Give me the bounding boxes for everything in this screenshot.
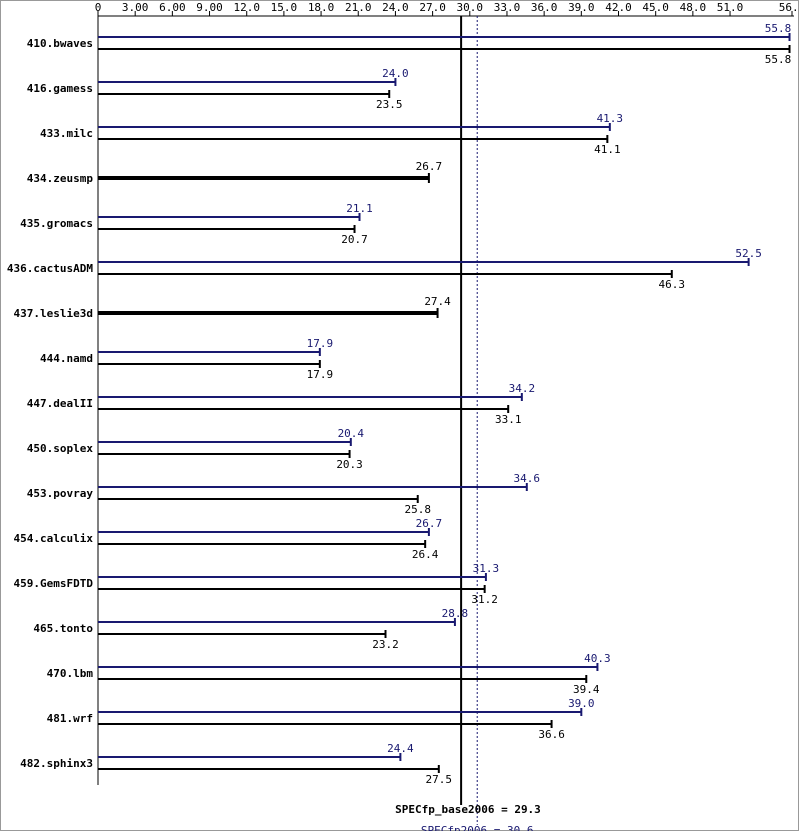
category-label: 453.povray — [27, 487, 94, 500]
peak-value-label: 24.4 — [387, 742, 414, 755]
base-value-label: 55.8 — [765, 53, 792, 66]
base-value-label: 27.4 — [424, 295, 451, 308]
peak-value-label: 34.6 — [514, 472, 541, 485]
category-label: 434.zeusmp — [27, 172, 94, 185]
x-tick-label: 24.0 — [382, 1, 409, 14]
category-label: 481.wrf — [47, 712, 93, 725]
category-label: 465.tonto — [33, 622, 93, 635]
peak-value-label: 24.0 — [382, 67, 409, 80]
peak-value-label: 39.0 — [568, 697, 595, 710]
base-value-label: 33.1 — [495, 413, 522, 426]
x-tick-label: 18.0 — [308, 1, 335, 14]
x-tick-label: 21.0 — [345, 1, 372, 14]
category-label: 435.gromacs — [20, 217, 93, 230]
base-value-label: 27.5 — [426, 773, 453, 786]
base-value-label: 25.8 — [404, 503, 431, 516]
peak-value-label: 55.8 — [765, 22, 792, 35]
x-tick-label: 33.0 — [494, 1, 521, 14]
x-tick-label: 0 — [95, 1, 102, 14]
category-label: 410.bwaves — [27, 37, 93, 50]
base-value-label: 20.7 — [341, 233, 368, 246]
x-tick-label: 3.00 — [122, 1, 149, 14]
x-tick-label: 45.0 — [642, 1, 669, 14]
peak-value-label: 28.8 — [442, 607, 469, 620]
base-value-label: 23.5 — [376, 98, 403, 111]
base-value-label: 26.7 — [416, 160, 443, 173]
category-label: 447.dealII — [27, 397, 93, 410]
x-tick-label: 51.0 — [717, 1, 744, 14]
peak-value-label: 17.9 — [307, 337, 334, 350]
x-tick-label: 27.0 — [419, 1, 446, 14]
category-label: 433.milc — [40, 127, 93, 140]
peak-value-label: 26.7 — [416, 517, 443, 530]
peak-value-label: 52.5 — [735, 247, 762, 260]
x-tick-label: 15.0 — [271, 1, 298, 14]
base-mean-label: SPECfp_base2006 = 29.3 — [395, 803, 541, 816]
base-value-label: 41.1 — [594, 143, 621, 156]
x-tick-label: 9.00 — [196, 1, 223, 14]
x-tick-label: 36.0 — [531, 1, 558, 14]
peak-value-label: 34.2 — [509, 382, 536, 395]
category-label: 470.lbm — [47, 667, 94, 680]
base-value-label: 39.4 — [573, 683, 600, 696]
category-label: 437.leslie3d — [14, 307, 93, 320]
peak-value-label: 31.3 — [473, 562, 500, 575]
base-value-label: 31.2 — [471, 593, 498, 606]
category-label: 436.cactusADM — [7, 262, 93, 275]
x-tick-label: 39.0 — [568, 1, 595, 14]
peak-value-label: 41.3 — [597, 112, 624, 125]
peak-value-label: 40.3 — [584, 652, 611, 665]
base-value-label: 26.4 — [412, 548, 439, 561]
category-label: 450.soplex — [27, 442, 94, 455]
base-value-label: 23.2 — [372, 638, 399, 651]
x-tick-label: 12.0 — [233, 1, 260, 14]
base-value-label: 36.6 — [538, 728, 565, 741]
x-tick-label: 42.0 — [605, 1, 632, 14]
base-value-label: 17.9 — [307, 368, 334, 381]
x-tick-label: 30.0 — [457, 1, 484, 14]
category-label: 482.sphinx3 — [20, 757, 93, 770]
category-label: 454.calculix — [14, 532, 94, 545]
x-tick-label: 6.00 — [159, 1, 186, 14]
base-value-label: 46.3 — [659, 278, 686, 291]
category-label: 416.gamess — [27, 82, 93, 95]
x-tick-label: 56.0 — [779, 1, 799, 14]
category-label: 444.namd — [40, 352, 93, 365]
peak-value-label: 21.1 — [346, 202, 373, 215]
peak-value-label: 20.4 — [338, 427, 365, 440]
x-tick-label: 48.0 — [680, 1, 707, 14]
base-value-label: 20.3 — [336, 458, 363, 471]
peak-mean-label: SPECfp2006 = 30.6 — [421, 824, 534, 831]
category-label: 459.GemsFDTD — [14, 577, 94, 590]
